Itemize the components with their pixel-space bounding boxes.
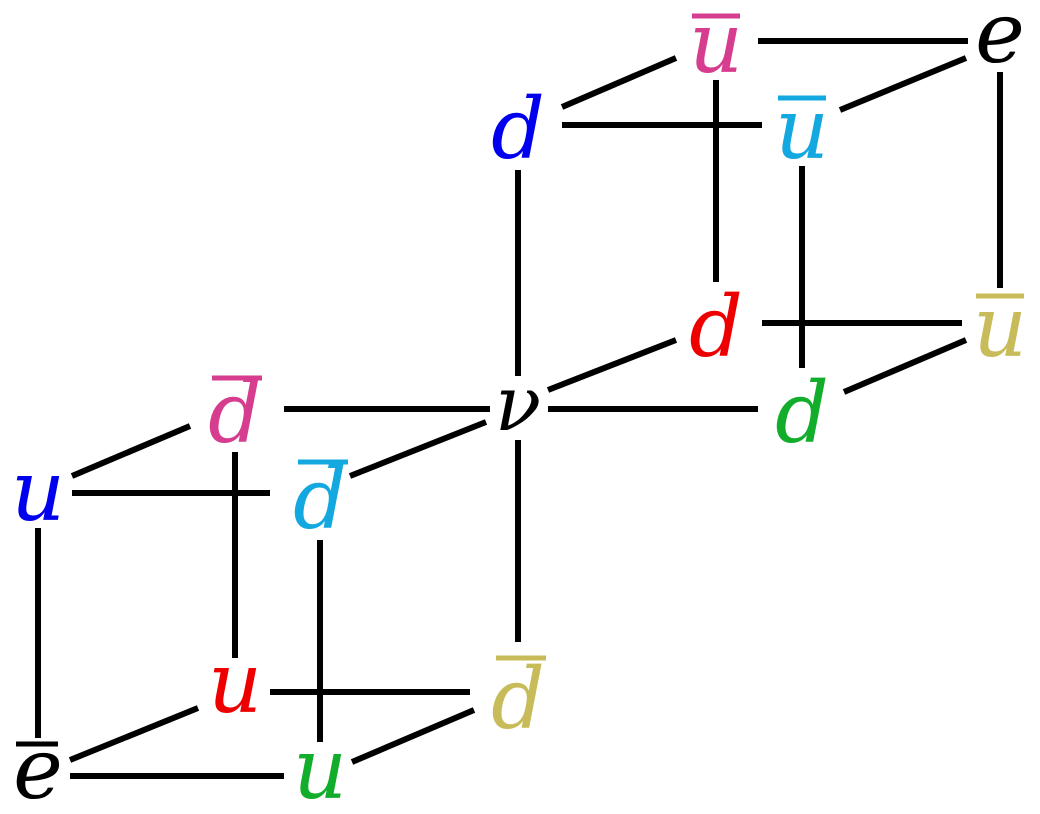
node-dbar-magenta: d	[208, 364, 262, 462]
node-letter: u	[11, 442, 65, 540]
node-e-top: e	[975, 0, 1025, 82]
node-letter: u	[208, 634, 262, 732]
node-d-green: d	[775, 364, 829, 462]
node-letter: d	[293, 450, 347, 548]
node-u-blue: u	[11, 442, 65, 540]
edge-u-dbar	[70, 423, 192, 479]
node-letter: d	[491, 650, 545, 748]
edge-d-ubar	[560, 55, 678, 110]
node-letter: e	[13, 720, 63, 814]
edge-dbar-cyan-nu	[348, 419, 488, 479]
node-letter: d	[689, 278, 743, 376]
node-u-red: u	[208, 634, 262, 732]
node-ebar: e	[13, 720, 63, 814]
node-u-green: u	[293, 720, 347, 814]
node-letter: ν	[495, 359, 541, 448]
node-letter: u	[775, 80, 829, 178]
edge-nu-d-red	[546, 337, 678, 393]
edge-e-ubar-cyan	[838, 55, 968, 113]
lower-cube-edges	[35, 406, 521, 779]
edge-u-green-dbar-olive	[350, 707, 476, 765]
edge-ubar-olive-d-green	[842, 337, 968, 395]
node-letter: u	[973, 278, 1027, 376]
node-ubar-cyan: u	[775, 80, 829, 178]
node-dbar-olive: d	[491, 650, 546, 748]
node-letter: d	[491, 80, 545, 178]
node-d-red: d	[689, 278, 743, 376]
node-d-blue: d	[491, 80, 545, 178]
node-letter: e	[975, 0, 1025, 82]
node-nu: ν	[495, 359, 541, 448]
node-ubar-magenta: u	[689, 0, 743, 92]
node-dbar-cyan: d	[293, 450, 348, 548]
node-letter: d	[775, 364, 829, 462]
upper-cube-edges	[515, 38, 1003, 412]
edge-ebar-u-red	[68, 705, 200, 763]
node-ubar-olive: u	[973, 278, 1027, 376]
node-letter: u	[293, 720, 347, 814]
